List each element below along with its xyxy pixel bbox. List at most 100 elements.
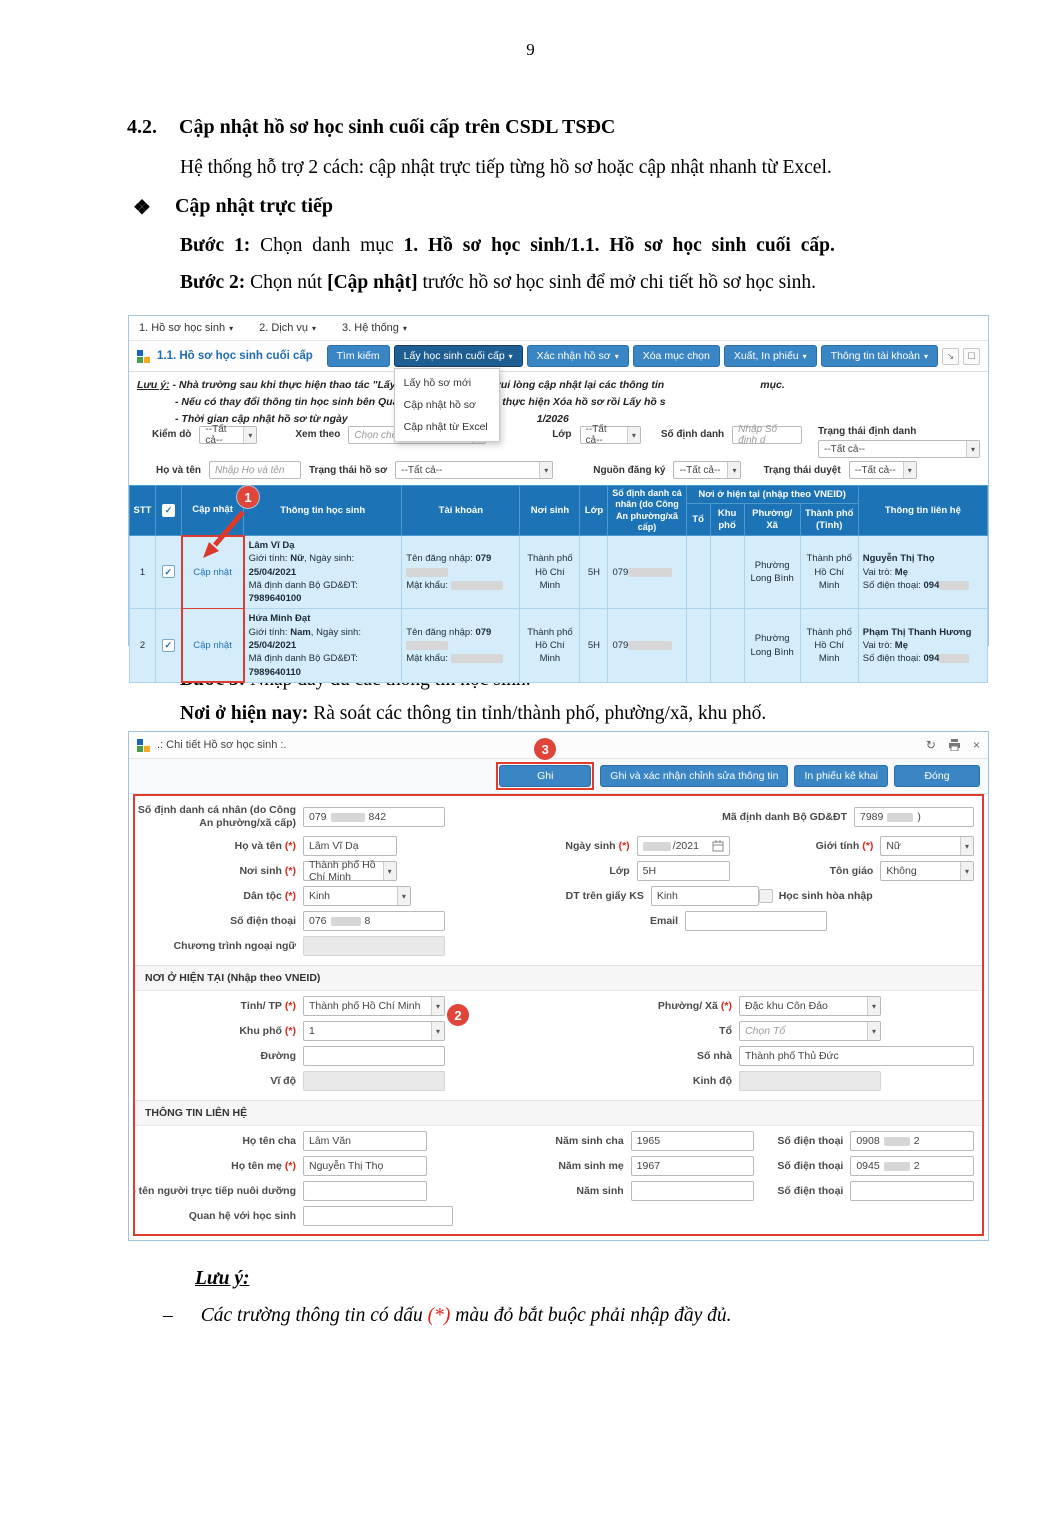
mother-name-label: Họ tên mẹ (*) xyxy=(231,1160,296,1172)
menu-item-cap-nhat-tu-excel[interactable]: Cập nhật từ Excel xyxy=(403,421,488,433)
save-button[interactable]: Ghi xyxy=(499,765,592,787)
gender-select[interactable]: Nữ ▾ xyxy=(880,836,975,856)
step-1-text: Chọn danh mục xyxy=(260,235,394,256)
row-checkbox-cell: ✓ xyxy=(155,534,183,610)
ethnicity-cert-input[interactable]: Kinh xyxy=(650,886,759,906)
get-final-year-students-button[interactable]: Lấy học sinh cuối cấp xyxy=(393,345,523,367)
guardian-birthyear-input[interactable] xyxy=(630,1181,755,1201)
table-row[interactable]: 1 ✓ Cập nhật Lâm Vĩ Dạ Giới tính: Nữ, Ng… xyxy=(128,534,989,610)
account-cell: Tên đăng nhập: 079 Mật khẩu: xyxy=(401,608,521,683)
mother-name-input[interactable]: Nguyễn Thị Thọ xyxy=(303,1156,427,1176)
calendar-icon[interactable] xyxy=(712,840,724,852)
father-phone-input[interactable]: 0908 2 xyxy=(850,1131,975,1151)
redacted-value xyxy=(330,812,365,822)
moet-id-input[interactable]: 7989) xyxy=(854,807,974,827)
step-2-text: Chọn nút xyxy=(250,272,323,293)
page-number: 9 xyxy=(526,40,535,59)
note-line-2: - Nếu có thay đổi thông tin học sinh bên… xyxy=(175,395,666,408)
close-icon[interactable]: × xyxy=(972,738,980,752)
delete-selection-button[interactable]: Xóa mục chọn xyxy=(632,345,720,367)
section-heading: 4.2. Cập nhật hồ sơ học sinh cuối cấp tr… xyxy=(127,116,991,139)
search-button[interactable]: Tìm kiếm xyxy=(326,345,390,367)
menu-dich-vu[interactable]: 2. Dịch vụ xyxy=(259,322,316,334)
father-name-input[interactable]: Lâm Văn xyxy=(303,1131,427,1151)
menu-item-lay-ho-so-moi[interactable]: Lấy hồ sơ mới xyxy=(403,377,472,389)
guardian-phone-input[interactable] xyxy=(850,1181,975,1201)
table-row[interactable]: 2 ✓ Cập nhật Hứa Minh Đạt Giới tính: Nam… xyxy=(128,608,989,684)
radio-icon[interactable] xyxy=(303,1234,318,1236)
update-link[interactable]: Cập nhật xyxy=(193,639,232,651)
filter-nguon-dang-ky-select[interactable]: --Tất cả-- ▾ xyxy=(673,461,742,479)
mother-birthyear-input[interactable]: 1967 xyxy=(630,1156,755,1176)
account-info-button[interactable]: Thông tin tài khoản xyxy=(820,345,938,367)
province-select[interactable]: Thành phố Hồ Chí Minh ▾ xyxy=(303,996,445,1016)
radio-mother[interactable]: Thông tin mẹ xyxy=(521,1234,608,1236)
house-number-input[interactable]: Thành phố Thủ Đức xyxy=(739,1046,974,1066)
update-link[interactable]: Cập nhật xyxy=(193,566,232,578)
collapse-icon[interactable]: ↘ xyxy=(942,347,959,365)
phone-label: Số điện thoại: xyxy=(862,653,921,665)
app-logo-icon xyxy=(137,738,150,752)
phone-input[interactable]: 076 8 xyxy=(303,911,445,931)
birthplace-select[interactable]: Thành phố Hồ Chí Minh ▾ xyxy=(303,859,397,883)
radio-guardian[interactable]: Thông tin người nuôi dưỡng xyxy=(726,1234,891,1236)
fullname-label: Họ và tên (*) xyxy=(234,840,296,852)
filter-kiem-do-select[interactable]: --Tất cả-- ▾ xyxy=(199,424,258,446)
student-info-cell: Lâm Vĩ Dạ Giới tính: Nữ, Ngày sinh: 25/0… xyxy=(243,534,403,610)
gender-label: Giới tính: xyxy=(248,626,288,638)
email-input[interactable] xyxy=(685,911,827,931)
fullname-input[interactable]: Lâm Vĩ Dạ xyxy=(303,836,397,856)
filter-so-dinh-danh-input[interactable]: Nhập Số định d xyxy=(732,424,802,446)
ethnicity-select[interactable]: Kinh ▾ xyxy=(303,886,411,906)
city-cell: Thành phố Hồ Chí Minh xyxy=(799,534,859,610)
save-button-highlight: 3 Ghi xyxy=(496,738,595,790)
dob-input[interactable]: /2021 xyxy=(636,836,731,856)
religion-select[interactable]: Không ▾ xyxy=(880,861,975,881)
refresh-icon[interactable]: ↻ xyxy=(925,738,936,752)
foreign-language-input xyxy=(303,936,445,956)
row-checkbox[interactable]: ✓ xyxy=(161,565,175,579)
father-birthyear-input[interactable]: 1965 xyxy=(630,1131,755,1151)
grade-input[interactable]: 5H xyxy=(636,861,731,881)
ethnicity-cert-label: DT trên giấy KS xyxy=(565,890,644,902)
to-select[interactable]: Chọn Tổ ▾ xyxy=(739,1021,881,1041)
mother-birthyear-label: Năm sinh mẹ xyxy=(558,1160,624,1172)
export-print-button[interactable]: Xuất, In phiếu xyxy=(723,345,817,367)
relationship-input[interactable] xyxy=(303,1206,453,1226)
checkbox-icon[interactable] xyxy=(758,889,773,903)
filter-ho-va-ten-input[interactable]: Nhập Họ và tên xyxy=(209,461,301,479)
menu-ho-so-hoc-sinh[interactable]: 1. Hồ sơ học sinh xyxy=(139,322,233,334)
mother-phone-input[interactable]: 0945 2 xyxy=(850,1156,975,1176)
street-input[interactable] xyxy=(303,1046,445,1066)
table-subheader-row: Tổ Khu phố Phường/ Xã Thành phố (Tỉnh) xyxy=(130,503,988,536)
filter-lop-select[interactable]: --Tất cả-- ▾ xyxy=(579,424,641,446)
print-declaration-button[interactable]: In phiếu kê khai xyxy=(794,765,888,787)
fullscreen-icon[interactable]: ☐ xyxy=(963,347,980,365)
titlebar: .: Chi tiết Hồ sơ học sinh :. ↻ × xyxy=(129,732,988,759)
selected-value: Đặc khu Côn Đảo xyxy=(745,1000,828,1012)
pid-input[interactable]: 079 842 xyxy=(303,807,445,827)
note-block: Lưu ý: - Nhà trường sau khi thực hiện th… xyxy=(129,372,988,425)
filter-trang-thai-duyet-select[interactable]: --Tất cả-- ▾ xyxy=(848,461,917,479)
confirm-record-button[interactable]: Xác nhận hồ sơ xyxy=(526,345,629,367)
print-icon[interactable] xyxy=(948,739,961,751)
filter-trang-thai-dinh-danh-select[interactable]: --Tất cả-- ▾ xyxy=(818,440,980,458)
col-lop: Lớp xyxy=(579,485,609,536)
filter-trang-thai-ho-so-select[interactable]: --Tất cả-- ▾ xyxy=(395,461,554,479)
get-final-year-students-dropdown: Lấy học sinh cuối cấp Lấy hồ sơ mới Cập … xyxy=(393,345,523,442)
quarter-select[interactable]: 1 ▾ xyxy=(303,1021,445,1041)
ward-select[interactable]: Đặc khu Côn Đảo ▾ xyxy=(739,996,881,1016)
ward-label: Phường/ Xã (*) xyxy=(657,1000,732,1012)
house-number-label: Số nhà xyxy=(696,1050,732,1062)
placeholder-value: Nhập Số định d xyxy=(738,424,778,446)
menu-item-cap-nhat-ho-so[interactable]: Cập nhật hồ sơ xyxy=(403,399,476,411)
menu-he-thong[interactable]: 3. Hệ thống xyxy=(342,322,407,334)
close-button[interactable]: Đóng xyxy=(894,765,980,787)
radio-icon[interactable] xyxy=(726,1234,741,1236)
radio-father[interactable]: Thông tin cha xyxy=(303,1234,393,1236)
guardian-name-input[interactable] xyxy=(303,1181,427,1201)
select-all-checkbox[interactable]: ✓ xyxy=(162,504,176,517)
radio-selected-icon[interactable] xyxy=(521,1234,536,1236)
row-checkbox[interactable]: ✓ xyxy=(161,638,175,652)
save-and-confirm-button[interactable]: Ghi và xác nhận chỉnh sửa thông tin xyxy=(600,765,789,787)
